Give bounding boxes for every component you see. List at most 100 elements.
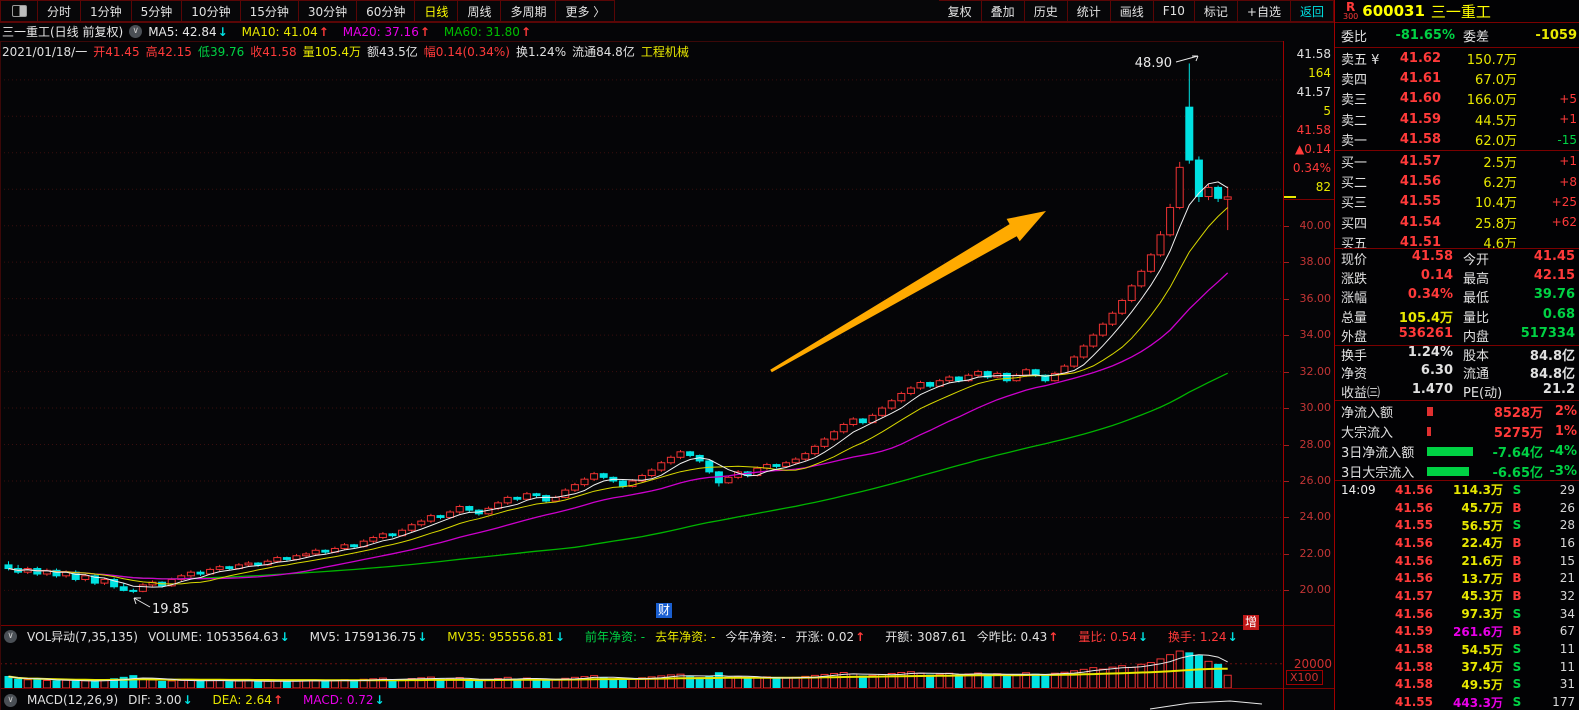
transaction-row-5[interactable]: 41.56 13.7万 B 21 (1335, 569, 1579, 587)
txn-side: S (1512, 659, 1522, 674)
txn-side: B (1512, 500, 1522, 515)
tool-button-7[interactable]: +自选 (1237, 0, 1291, 22)
stats-label: 换手 (1341, 348, 1368, 364)
period-tab-1[interactable]: 1分钟 (81, 0, 132, 22)
period-tab-7[interactable]: 日线 (415, 0, 459, 22)
tool-button-8[interactable]: 返回 (1290, 0, 1334, 22)
stats-cell: 流通 84.8亿 (1457, 363, 1579, 382)
candlestick-chart[interactable]: 48.90 19.85 (0, 41, 1283, 625)
panel-toggle-icon[interactable] (0, 0, 38, 22)
volume-chart[interactable] (0, 648, 1283, 688)
bid-level-2[interactable]: 买二 41.56 6.2万 +8 (1335, 171, 1579, 191)
stock-name: 三一重工 (1430, 2, 1491, 21)
period-tab-0[interactable]: 分时 (38, 0, 82, 22)
period-tab-6[interactable]: 60分钟 (357, 0, 416, 22)
divider (0, 22, 1334, 23)
period-tab-10[interactable]: 更多 〉 (556, 0, 616, 22)
transaction-row-3[interactable]: 41.56 22.4万 B 16 (1335, 534, 1579, 552)
transaction-row-6[interactable]: 41.57 45.3万 B 32 (1335, 587, 1579, 605)
stats-value: 0.14 (1420, 268, 1453, 284)
txn-side: S (1512, 482, 1522, 497)
chevron-down-icon[interactable]: ∨ (129, 25, 143, 38)
axis-tick (1284, 590, 1289, 592)
bid-level-5[interactable]: 买五 41.51 4.6万 (1335, 233, 1579, 253)
ask-level-1[interactable]: 卖一 41.58 62.0万 -15 (1335, 130, 1579, 150)
divider (0, 41, 1283, 42)
info-field-6: 幅0.14(0.34%) (423, 45, 510, 59)
txn-price: 41.56 (1395, 535, 1433, 550)
transaction-row-4[interactable]: 41.56 21.6万 B 15 (1335, 552, 1579, 570)
period-tab-8[interactable]: 周线 (458, 0, 502, 22)
bid-level-1[interactable]: 买一 41.57 2.5万 +1 (1335, 151, 1579, 171)
axis-tick (1284, 444, 1289, 446)
mini-quote-value-7: 82 (1315, 180, 1331, 194)
transaction-row-1[interactable]: 41.56 45.7万 B 26 (1335, 499, 1579, 517)
period-tabs: 分时 1分钟 5分钟 10分钟 15分钟 30分钟 60分钟 日线 周线 多周期 更多 〉 (38, 0, 616, 22)
transaction-row-9[interactable]: 41.58 54.5万 S 11 (1335, 640, 1579, 658)
down-arrow-icon: ↓ (217, 24, 228, 39)
current-price-tick (1284, 195, 1296, 198)
ask-level-2[interactable]: 卖二 41.59 44.5万 +1 (1335, 109, 1579, 129)
tool-button-5[interactable]: F10 (1153, 0, 1195, 22)
txn-price: 41.56 (1395, 500, 1433, 515)
flow-bar (1427, 426, 1431, 436)
transaction-row-12[interactable]: 41.55 443.3万 S 177 (1335, 693, 1579, 710)
ask-level-4[interactable]: 卖四 41.61 67.0万 (1335, 68, 1579, 88)
stats-row-4: 外盘 536261 内盘 517334 (1335, 326, 1579, 345)
period-tab-3[interactable]: 10分钟 (182, 0, 241, 22)
txn-side: B (1512, 624, 1522, 639)
flow-label: 净流入额 (1341, 405, 1394, 421)
ask-level-5[interactable]: 卖五 ¥ 41.62 150.7万 (1335, 48, 1579, 68)
transaction-row-11[interactable]: 41.58 49.5万 S 31 (1335, 676, 1579, 694)
transaction-row-0[interactable]: 14:09 41.56 114.3万 S 29 (1335, 481, 1579, 499)
info-field-0: 开41.45 (93, 45, 140, 59)
divider (1335, 248, 1579, 249)
mini-quote-value-2: 41.57 (1296, 85, 1331, 99)
tool-button-4[interactable]: 画线 (1110, 0, 1154, 22)
ask-level-1-label: 卖一 (1341, 134, 1368, 150)
main-chart-area[interactable]: 48.90 19.85 2021/01/18/一 开41.45 高42.15 低39.7… (0, 41, 1283, 625)
mini-quote-panel: 41.58 164 41.57 5 41.58 ▲0.14 0.34% 82 (1284, 45, 1334, 200)
tool-button-2[interactable]: 历史 (1024, 0, 1068, 22)
period-tab-9[interactable]: 多周期 (501, 0, 557, 22)
tool-button-6[interactable]: 标记 (1194, 0, 1238, 22)
stats-cell: 外盘 536261 (1335, 326, 1457, 345)
collapse-vol-icon[interactable]: ∨ (4, 630, 17, 643)
flow-row-3: 3日大宗流入 -6.65亿 -3% (1335, 461, 1579, 481)
bid-level-1-delta: +1 (1559, 154, 1577, 169)
txn-side: B (1512, 553, 1522, 568)
stats-row-1: 涨跌 0.14 最高 42.15 (1335, 268, 1579, 287)
weibi-label: 委比 (1341, 29, 1368, 45)
zeng-event-marker[interactable]: 增 (1243, 615, 1260, 630)
cai-event-marker[interactable]: 财 (656, 603, 673, 618)
transaction-row-7[interactable]: 41.56 97.3万 S 34 (1335, 605, 1579, 623)
flow-value: -7.64亿 (1492, 445, 1543, 461)
divider (1335, 480, 1579, 481)
price-axis-label: 34.00 (1299, 328, 1332, 342)
ohlc-info-row: 2021/01/18/一 开41.45 高42.15 低39.76 收41.58 量105… (2, 43, 701, 60)
stats-label: 今开 (1463, 253, 1490, 269)
period-tab-2[interactable]: 5分钟 (131, 0, 183, 22)
stats-value: 105.4万 (1398, 310, 1453, 326)
txn-volume: 21.6万 (1461, 554, 1503, 569)
tool-button-1[interactable]: 叠加 (981, 0, 1025, 22)
tool-button-0[interactable]: 复权 (938, 0, 982, 22)
period-tab-5[interactable]: 30分钟 (298, 0, 358, 22)
period-tab-4[interactable]: 15分钟 (240, 0, 299, 22)
mini-quote-value-4: 41.58 (1296, 123, 1331, 137)
transaction-row-10[interactable]: 41.58 37.4万 S 11 (1335, 658, 1579, 676)
bid-level-3[interactable]: 买三 41.55 10.4万 +25 (1335, 192, 1579, 212)
bid-level-4[interactable]: 买四 41.54 25.8万 +62 (1335, 212, 1579, 232)
stats-value: 39.76 (1533, 287, 1575, 303)
macd-chart[interactable] (0, 700, 1283, 710)
ask-level-3[interactable]: 卖三 41.60 166.0万 +5 (1335, 89, 1579, 109)
tool-button-3[interactable]: 统计 (1067, 0, 1111, 22)
txn-price: 41.56 (1395, 482, 1433, 497)
collapse-macd-icon[interactable]: ∨ (4, 693, 17, 707)
transaction-row-2[interactable]: 41.55 56.5万 S 28 (1335, 516, 1579, 534)
transaction-row-8[interactable]: 41.59 261.6万 B 67 (1335, 623, 1579, 641)
bid-level-1-volume: 2.5万 (1483, 155, 1517, 171)
bid-level-2-price: 41.56 (1399, 174, 1441, 190)
txn-count: 29 (1559, 482, 1575, 497)
